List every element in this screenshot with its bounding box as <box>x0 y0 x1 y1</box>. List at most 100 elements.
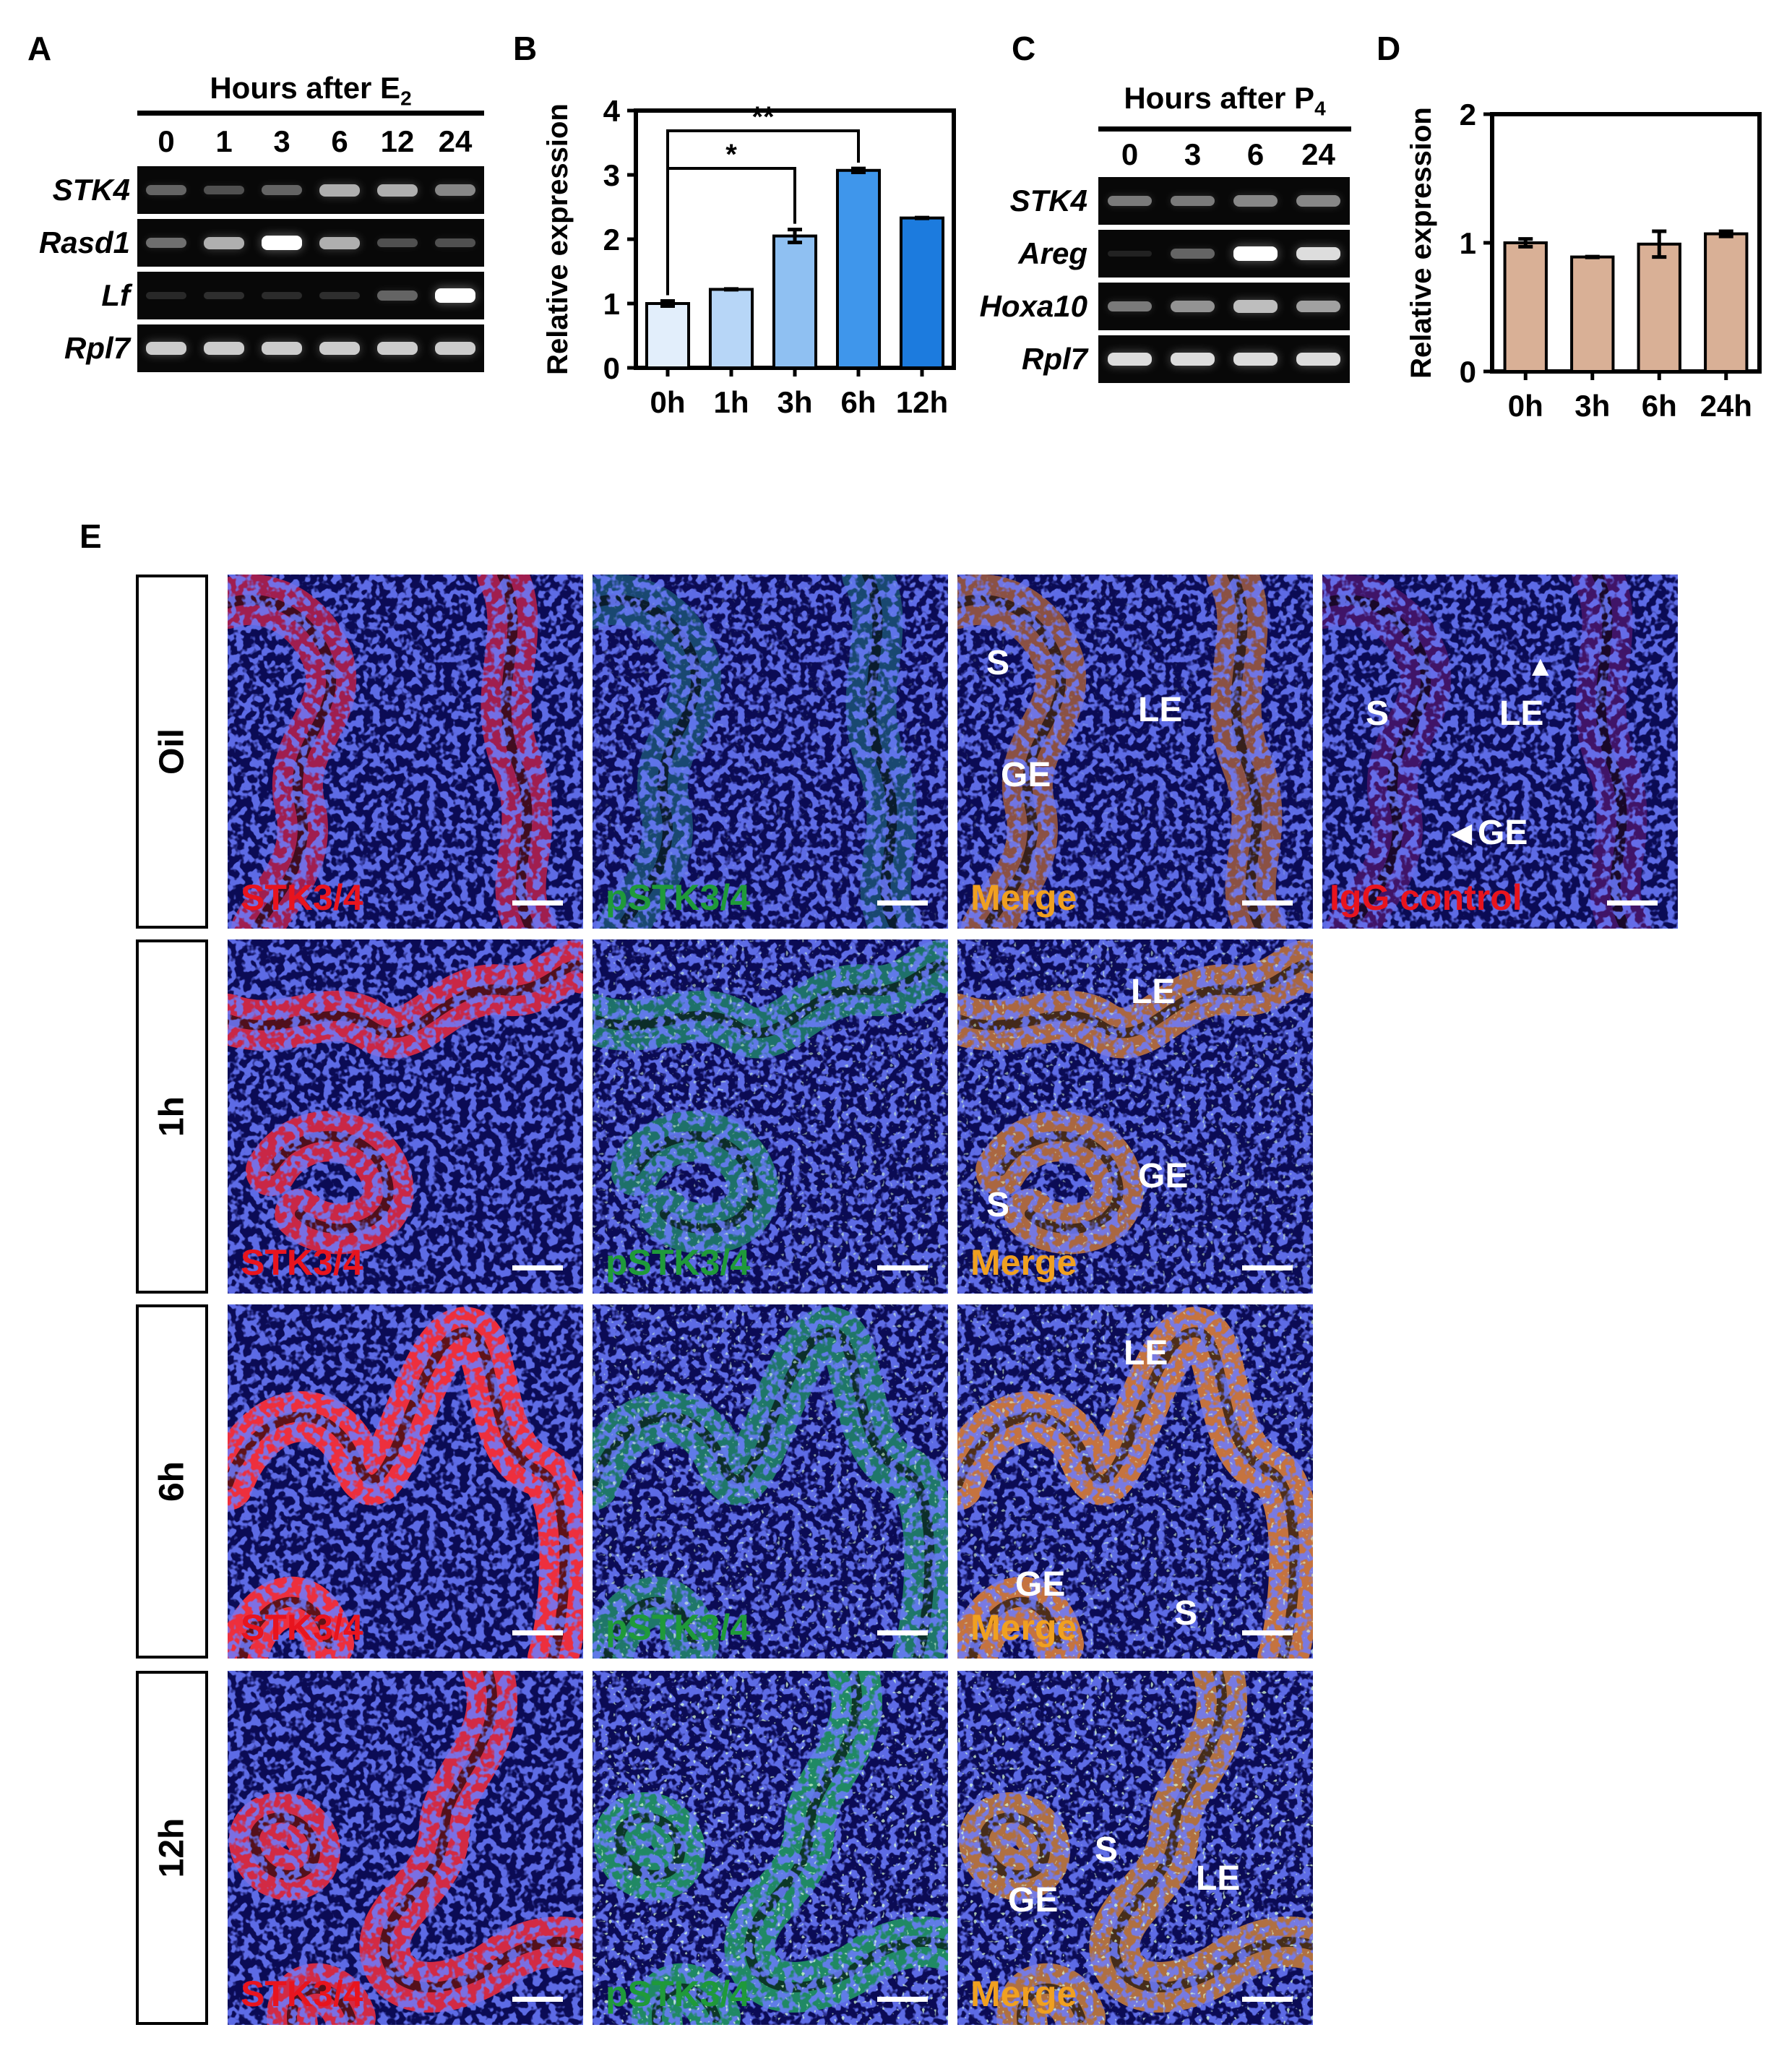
region-label-s: S <box>986 1186 1010 1224</box>
tissue-image <box>228 1304 583 1659</box>
positive-cells <box>957 939 1313 1294</box>
gene-label: STK4 <box>1009 184 1087 218</box>
gene-label: Rpl7 <box>64 331 130 365</box>
gel-band <box>377 184 418 197</box>
row-label-text: 12h <box>152 1818 191 1878</box>
gel-band <box>435 238 475 248</box>
y-tick-label: 1 <box>1460 226 1476 260</box>
x-tick-label: 12h <box>896 385 948 419</box>
gel-band <box>146 292 186 299</box>
gel-band <box>435 184 475 196</box>
scale-bar <box>1242 900 1293 906</box>
lane-number: 0 <box>158 124 175 158</box>
channel-label-pstk: pSTK3/4 <box>606 1974 751 2014</box>
row-label-text: 6h <box>152 1461 191 1502</box>
y-tick-label: 0 <box>603 351 620 385</box>
gel-strip <box>137 324 484 372</box>
gel-band <box>262 341 302 356</box>
x-tick-label: 6h <box>1642 389 1677 423</box>
tissue-image <box>593 1671 948 2025</box>
bar <box>1704 232 1749 373</box>
gel-strip <box>1098 283 1350 330</box>
gel-band <box>319 184 360 197</box>
gel-band <box>1233 246 1278 261</box>
tissue-image <box>1322 575 1678 929</box>
gel-band <box>377 291 418 301</box>
row-label-text: Oil <box>152 728 191 775</box>
lane-number: 24 <box>1301 137 1335 171</box>
arrowhead-icon: ▲ <box>1526 650 1555 682</box>
bar <box>835 168 882 370</box>
bar <box>1637 242 1681 373</box>
y-tick-label: 4 <box>603 94 621 128</box>
lane-number: 24 <box>438 124 473 158</box>
lane-number: 6 <box>1246 137 1265 171</box>
gel-band <box>435 288 475 303</box>
channel-label-merge: Merge <box>970 1607 1077 1648</box>
bar <box>899 216 945 369</box>
gel-band <box>1171 195 1215 207</box>
y-axis-label: Relative expression <box>1405 107 1437 379</box>
gel-band <box>1233 352 1278 366</box>
bar <box>772 234 818 369</box>
x-tick-label: 0h <box>1508 389 1543 423</box>
micrograph-pstk: pSTK3/4 <box>593 939 948 1294</box>
micrograph-igg: IgG control S LE GE ▲ ◀ <box>1322 575 1678 929</box>
micrograph-stk: STK3/4 <box>228 1671 583 2025</box>
channel-label-merge: Merge <box>970 1974 1077 2014</box>
micrograph-pstk: pSTK3/4 <box>593 1671 948 2025</box>
tissue-image <box>228 575 583 929</box>
panel-a-header: Hours after E2 <box>137 71 484 110</box>
channel-label-stk: STK3/4 <box>241 1974 363 2014</box>
positive-cells <box>957 575 1313 929</box>
scale-bar <box>512 900 563 906</box>
tissue-image <box>593 575 948 929</box>
tissue-image <box>593 939 948 1294</box>
bar <box>708 288 754 370</box>
gel-band <box>1108 301 1152 312</box>
row-label-text: 1h <box>152 1096 191 1137</box>
x-tick-label: 3h <box>777 385 812 419</box>
gel-strip <box>1098 230 1350 278</box>
tissue-image <box>228 1671 583 2025</box>
gel-strip <box>1098 335 1350 383</box>
gel-band <box>204 292 244 299</box>
x-tick-label: 0h <box>650 385 685 419</box>
bar-chart-svg: 0 1 2 Relative expression 0h 3h 6h 24h <box>1405 98 1762 423</box>
gel-band <box>1296 195 1340 207</box>
region-label-le: LE <box>1499 694 1544 733</box>
lane-number: 0 <box>1121 137 1139 171</box>
gel-strip <box>137 166 484 214</box>
channel-label-stk: STK3/4 <box>241 1607 363 1648</box>
gel-band <box>1108 250 1152 257</box>
bar <box>1570 255 1615 373</box>
panel-label-d: D <box>1377 30 1401 67</box>
gel-band <box>1108 352 1152 366</box>
arrowhead-icon: ◀ <box>1451 818 1473 848</box>
positive-cells <box>593 939 948 1294</box>
gene-label: Rpl7 <box>1021 342 1087 376</box>
gel-band <box>377 238 418 248</box>
x-tick-label: 3h <box>1575 389 1610 423</box>
micrograph-pstk: pSTK3/4 <box>593 575 948 929</box>
lane-number: 3 <box>1184 137 1202 171</box>
channel-label-pstk: pSTK3/4 <box>606 1607 751 1648</box>
gene-label: Areg <box>1018 236 1087 270</box>
micrograph-merge: Merge S LE GE <box>957 575 1313 929</box>
y-tick-label: 2 <box>603 223 620 257</box>
micrograph-merge: Merge S LE GE <box>957 1671 1313 2025</box>
nuclei-texture <box>228 939 583 1294</box>
gel-band <box>1296 352 1340 366</box>
region-label-le: LE <box>1124 1334 1168 1372</box>
lane-number: 12 <box>380 124 415 158</box>
nuclei-texture <box>1322 575 1678 929</box>
micrograph-merge: Merge LE GE S <box>957 939 1313 1294</box>
gel-band <box>435 341 475 356</box>
panel-c-header-sub: 4 <box>1314 97 1326 120</box>
channel-label-merge: Merge <box>970 877 1077 918</box>
gene-label: Rasd1 <box>38 225 130 259</box>
lane-number: 1 <box>215 124 233 158</box>
scale-bar <box>877 1997 928 2002</box>
micrograph-stk: STK3/4 <box>228 1304 583 1659</box>
tissue-image <box>593 1304 948 1659</box>
